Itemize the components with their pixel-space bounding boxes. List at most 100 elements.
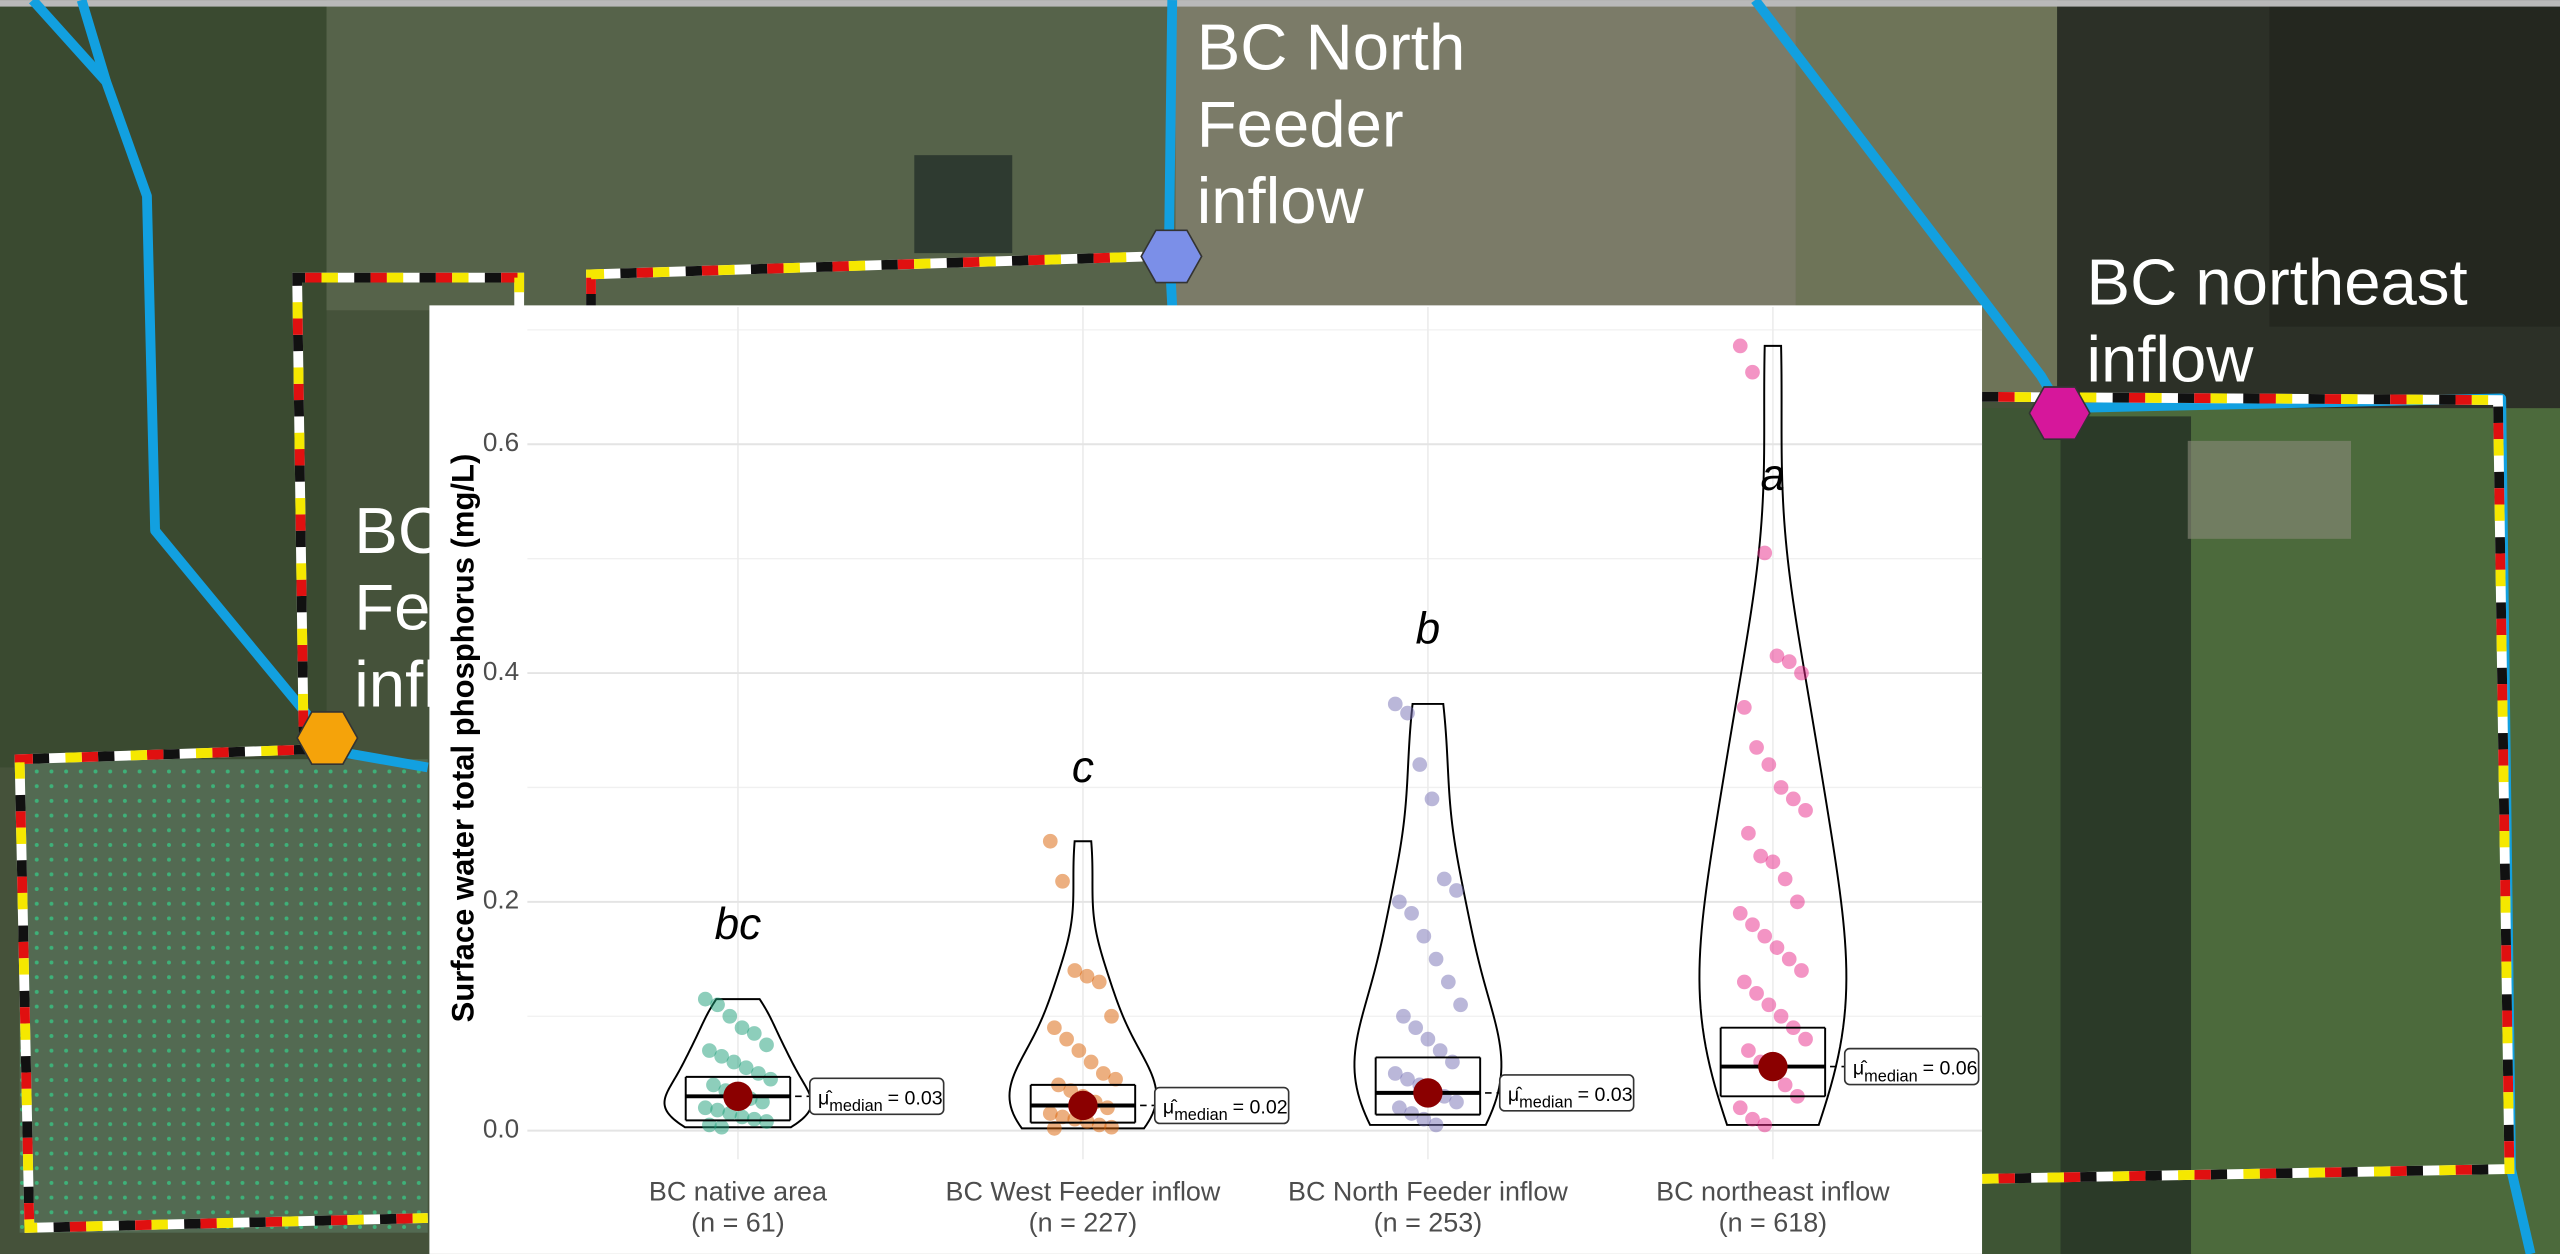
data-point <box>1733 1100 1748 1115</box>
data-point <box>735 1110 750 1125</box>
data-point <box>1100 1100 1115 1115</box>
x-tick-sample: (n = 253) <box>1374 1208 1483 1238</box>
data-point <box>1425 792 1440 807</box>
data-point <box>1794 666 1809 681</box>
data-point <box>1774 1009 1789 1024</box>
page: BC NorthFeederinflowBC northeastinflowBC… <box>0 0 2560 1254</box>
data-point <box>710 997 725 1012</box>
data-point <box>1092 1118 1107 1133</box>
data-point <box>1798 1032 1813 1047</box>
data-point <box>1400 706 1415 721</box>
data-point <box>1733 339 1748 354</box>
group-letter: a <box>1761 451 1786 500</box>
data-point <box>1774 780 1789 795</box>
data-point <box>1437 872 1452 887</box>
data-point <box>1733 906 1748 921</box>
x-tick-label: BC northeast inflow <box>1656 1177 1890 1207</box>
data-point <box>1798 803 1813 818</box>
median-value-label: = 0.02 <box>1233 1097 1288 1119</box>
data-point <box>1047 1020 1062 1035</box>
data-point <box>1786 792 1801 807</box>
group-letter: c <box>1072 743 1094 792</box>
data-point <box>714 1120 729 1135</box>
data-point <box>1433 1043 1448 1058</box>
y-tick-label: 0.0 <box>483 1114 519 1144</box>
median-dot <box>1758 1052 1787 1081</box>
data-point <box>1421 1032 1436 1047</box>
data-point <box>1416 929 1431 944</box>
data-point <box>747 1026 762 1041</box>
data-point <box>1761 757 1776 772</box>
data-point <box>1388 697 1403 712</box>
data-point <box>1741 826 1756 841</box>
data-point <box>1794 963 1809 978</box>
data-point <box>1749 986 1764 1001</box>
data-point <box>1441 975 1456 990</box>
y-tick-label: 0.2 <box>483 885 519 915</box>
data-point <box>1449 883 1464 898</box>
data-point <box>1092 975 1107 990</box>
data-point <box>1770 940 1785 955</box>
x-tick-sample: (n = 61) <box>691 1208 785 1238</box>
map-label: inflow <box>2087 322 2255 395</box>
scene: BC NorthFeederinflowBC northeastinflowBC… <box>0 0 2560 1254</box>
data-point <box>763 1072 778 1087</box>
median-dot <box>1413 1078 1442 1107</box>
x-tick-label: BC West Feeder inflow <box>946 1177 1221 1207</box>
x-tick-sample: (n = 618) <box>1719 1208 1828 1238</box>
y-tick-label: 0.6 <box>483 427 519 457</box>
data-point <box>1749 740 1764 755</box>
data-point <box>1412 757 1427 772</box>
data-point <box>1766 854 1781 869</box>
map-label: Feeder <box>1197 87 1404 160</box>
data-point <box>1429 952 1444 967</box>
map-label: BC northeast <box>2087 246 2468 319</box>
data-point <box>1392 895 1407 910</box>
group-letter: bc <box>715 900 762 949</box>
median-dot <box>723 1082 752 1111</box>
group-letter: b <box>1416 604 1441 653</box>
stat-subscript: median <box>1174 1106 1228 1124</box>
data-point <box>1404 906 1419 921</box>
data-point <box>747 1112 762 1127</box>
median-value-label: = 0.06 <box>1923 1058 1978 1080</box>
data-point <box>1782 654 1797 669</box>
data-point <box>1737 975 1752 990</box>
data-point <box>1778 1078 1793 1093</box>
data-point <box>1782 952 1797 967</box>
stat-subscript: median <box>829 1097 883 1115</box>
data-point <box>1741 1043 1756 1058</box>
x-tick-label: BC native area <box>649 1177 827 1207</box>
stat-subscript: median <box>1864 1067 1918 1085</box>
data-point <box>1072 1043 1087 1058</box>
map-label: inflow <box>1197 164 1365 237</box>
data-point <box>1396 1009 1411 1024</box>
data-point <box>1757 546 1772 561</box>
data-point <box>1084 1055 1099 1070</box>
data-point <box>1757 929 1772 944</box>
data-point <box>1778 872 1793 887</box>
data-point <box>1761 997 1776 1012</box>
y-axis-title: Surface water total phosphorus (mg/L) <box>445 454 480 1023</box>
stat-subscript: median <box>1519 1094 1573 1112</box>
data-point <box>1790 895 1805 910</box>
median-dot <box>1068 1091 1097 1120</box>
data-point <box>1408 1020 1423 1035</box>
map-label: BC North <box>1197 11 1466 84</box>
data-point <box>1737 700 1752 715</box>
data-point <box>1745 365 1760 380</box>
data-point <box>1104 1009 1119 1024</box>
x-tick-label: BC North Feeder inflow <box>1288 1177 1568 1207</box>
data-point <box>759 1114 774 1129</box>
y-tick-label: 0.4 <box>483 656 519 686</box>
data-point <box>1043 834 1058 849</box>
x-tick-sample: (n = 227) <box>1029 1208 1138 1238</box>
data-point <box>1745 917 1760 932</box>
data-point <box>1449 1095 1464 1110</box>
data-point <box>759 1038 774 1053</box>
data-point <box>1055 874 1070 889</box>
data-point <box>1059 1032 1074 1047</box>
median-value-label: = 0.03 <box>888 1087 943 1109</box>
data-point <box>1757 1118 1772 1133</box>
data-point <box>1429 1118 1444 1133</box>
